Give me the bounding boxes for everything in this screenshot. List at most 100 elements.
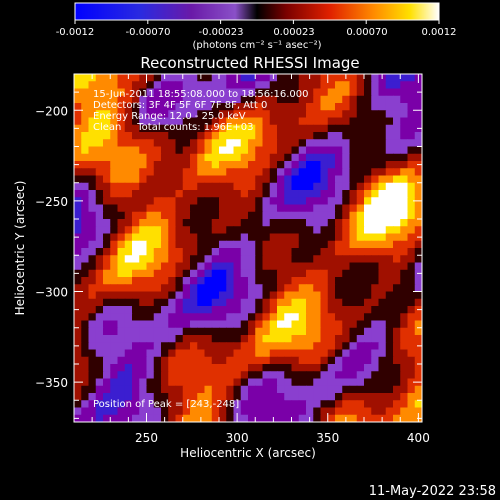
heatmap-cell <box>248 306 256 314</box>
heatmap-cell <box>95 240 104 249</box>
heatmap-cell <box>371 313 380 322</box>
heatmap-cell <box>161 139 169 148</box>
heatmap-cell <box>407 327 416 336</box>
heatmap-cell <box>248 81 256 90</box>
heatmap-cell <box>110 110 119 119</box>
heatmap-cell <box>320 139 329 148</box>
heatmap-cell <box>393 168 401 177</box>
heatmap-cell <box>132 393 140 401</box>
heatmap-cell <box>306 153 314 162</box>
heatmap-cell <box>364 103 372 111</box>
heatmap-cell <box>393 182 401 191</box>
heatmap-cell <box>88 233 97 242</box>
heatmap-cell <box>95 175 104 184</box>
heatmap-cell <box>262 313 271 322</box>
heatmap-cell <box>153 240 162 249</box>
heatmap-cell <box>364 335 372 343</box>
heatmap-cell <box>211 371 220 380</box>
heatmap-cell <box>335 407 343 416</box>
heatmap-cell <box>335 74 343 82</box>
heatmap-cell <box>81 95 90 104</box>
heatmap-cell <box>356 103 365 111</box>
heatmap-cell <box>146 364 155 372</box>
heatmap-cell <box>385 95 394 104</box>
heatmap-cell <box>197 124 206 133</box>
heatmap-cell <box>240 226 249 235</box>
heatmap-cell <box>407 277 416 285</box>
heatmap-cell <box>284 393 293 401</box>
heatmap-cell <box>342 132 351 140</box>
heatmap-cell <box>103 313 111 322</box>
heatmap-cell <box>95 182 104 191</box>
heatmap-cell <box>342 226 351 235</box>
heatmap-cell <box>320 146 329 155</box>
heatmap-cell <box>124 298 133 307</box>
heatmap-cell <box>327 204 336 213</box>
heatmap-cell <box>110 306 119 314</box>
heatmap-cell <box>204 117 213 126</box>
heatmap-cell <box>161 182 169 191</box>
heatmap-cell <box>233 364 242 372</box>
heatmap-cell <box>95 161 104 169</box>
heatmap-cell <box>190 262 198 271</box>
heatmap-cell <box>153 327 162 336</box>
heatmap-cell <box>306 407 314 416</box>
heatmap-cell <box>349 182 358 191</box>
heatmap-cell <box>168 74 177 82</box>
heatmap-cell <box>211 284 220 293</box>
heatmap-cell <box>211 385 220 394</box>
heatmap-cell <box>277 74 285 82</box>
heatmap-cell <box>124 197 133 206</box>
heatmap-cell <box>161 240 169 249</box>
heatmap-cell <box>262 385 271 394</box>
heatmap-cell <box>103 153 111 162</box>
heatmap-cell <box>168 414 177 422</box>
heatmap-cell <box>342 168 351 177</box>
heatmap-cell <box>356 226 365 235</box>
heatmap-cell <box>226 139 235 148</box>
heatmap-cell <box>88 139 97 148</box>
heatmap-cell <box>269 219 278 227</box>
heatmap-cell <box>139 255 148 264</box>
heatmap-cell <box>182 248 191 256</box>
heatmap-cell <box>277 255 285 264</box>
heatmap-cell <box>378 226 387 235</box>
heatmap-cell <box>103 371 111 380</box>
heatmap-cell <box>117 226 126 235</box>
heatmap-cell <box>139 190 148 198</box>
heatmap-cell <box>248 349 256 358</box>
heatmap-cell <box>139 168 148 177</box>
heatmap-cell <box>284 103 293 111</box>
heatmap-cell <box>139 298 148 307</box>
heatmap-cell <box>226 88 235 97</box>
heatmap-cell <box>74 407 82 416</box>
heatmap-cell <box>378 262 387 271</box>
heatmap-cell <box>175 182 184 191</box>
heatmap-cell <box>81 291 90 300</box>
heatmap-cell <box>248 88 256 97</box>
heatmap-cell <box>385 306 394 314</box>
heatmap-cell <box>313 284 322 293</box>
heatmap-cell <box>255 240 264 249</box>
heatmap-cell <box>414 262 422 271</box>
heatmap-cell <box>255 103 264 111</box>
heatmap-cell <box>306 88 314 97</box>
heatmap-cell <box>248 284 256 293</box>
heatmap-cell <box>95 320 104 329</box>
heatmap-cell <box>407 248 416 256</box>
heatmap-cell <box>190 385 198 394</box>
heatmap-cell <box>335 153 343 162</box>
x-tick-label: 250 <box>135 431 158 445</box>
heatmap-cell <box>320 81 329 90</box>
heatmap-cell <box>277 226 285 235</box>
heatmap-cell <box>110 190 119 198</box>
heatmap-cell <box>306 306 314 314</box>
plot-frame <box>73 73 423 423</box>
heatmap-cell <box>153 335 162 343</box>
heatmap-cell <box>88 393 97 401</box>
heatmap-cell <box>153 103 162 111</box>
heatmap-cell <box>81 175 90 184</box>
heatmap-cell <box>168 269 177 278</box>
heatmap-cell <box>327 211 336 220</box>
heatmap-cell <box>103 204 111 213</box>
